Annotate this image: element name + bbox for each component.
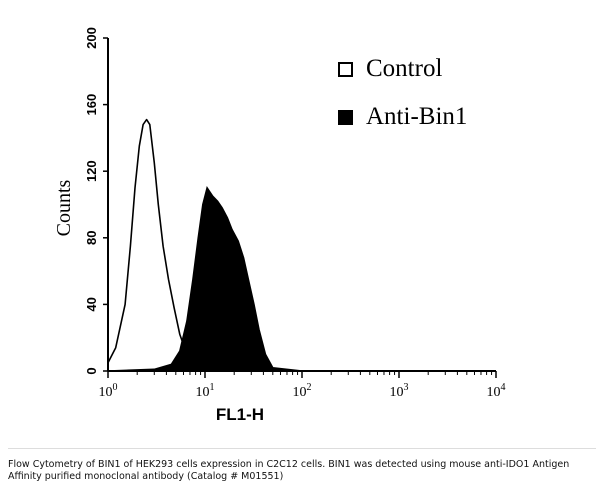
legend-label-anti-bin1: Anti-Bin1 bbox=[366, 103, 467, 130]
x-axis-ticks: 100 101 102 103 104 bbox=[99, 371, 506, 400]
figure-caption: Flow Cytometry of BIN1 of HEK293 cells e… bbox=[8, 459, 570, 482]
y-axis-ticks: 0 40 80 120 160 200 bbox=[84, 27, 108, 375]
series-anti-bin1-histogram bbox=[107, 185, 496, 372]
y-tick-label: 40 bbox=[84, 297, 99, 311]
caption-divider bbox=[8, 448, 596, 449]
y-tick-label: 80 bbox=[84, 231, 99, 245]
plot-area bbox=[107, 118, 496, 372]
legend-label-control: Control bbox=[366, 55, 442, 82]
y-tick-label: 0 bbox=[84, 367, 99, 374]
x-axis-label: FL1-H bbox=[216, 405, 264, 424]
flow-cytometry-chart: 0 40 80 120 160 200 100 101 102 103 104 Counts FL… bbox=[53, 27, 506, 424]
y-tick-label: 120 bbox=[84, 160, 99, 182]
x-tick-label: 103 bbox=[390, 382, 409, 400]
x-tick-label: 100 bbox=[99, 382, 118, 400]
legend: Control Anti-Bin1 bbox=[338, 55, 467, 130]
x-tick-label: 102 bbox=[293, 382, 312, 400]
x-tick-label: 101 bbox=[196, 382, 215, 400]
legend-swatch-control bbox=[338, 62, 353, 77]
x-tick-label: 104 bbox=[487, 382, 506, 400]
y-tick-label: 200 bbox=[84, 27, 99, 49]
y-tick-label: 160 bbox=[84, 94, 99, 116]
series-control-histogram bbox=[107, 118, 496, 372]
y-axis-label: Counts bbox=[53, 179, 75, 236]
legend-swatch-anti-bin1 bbox=[338, 110, 353, 125]
